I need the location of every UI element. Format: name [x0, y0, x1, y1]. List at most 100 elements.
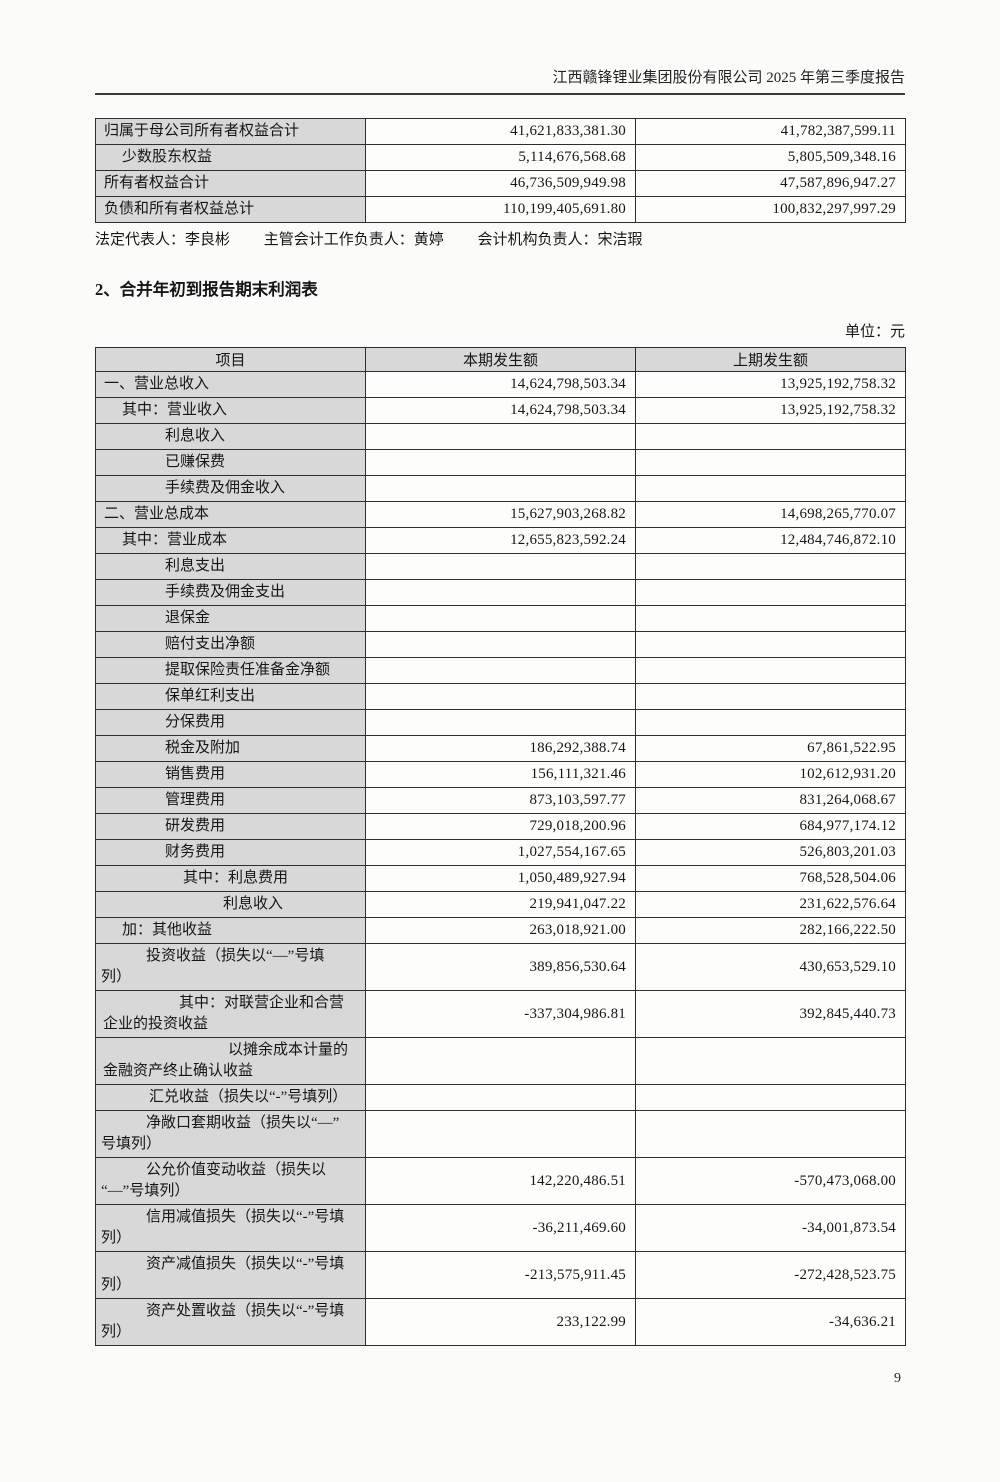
table-row: 投资收益（损失以“—”号填 列） 389,856,530.64 430,653,… — [95, 943, 906, 991]
current-period-value — [365, 631, 636, 658]
prior-period-value — [635, 1037, 906, 1085]
row-label: 已赚保费 — [95, 449, 366, 476]
prior-period-value: 282,166,222.50 — [635, 917, 906, 944]
current-period-value: 729,018,200.96 — [365, 813, 636, 840]
row-label: 少数股东权益 — [95, 144, 366, 171]
row-label: 信用减值损失（损失以“-”号填 列） — [95, 1204, 366, 1252]
table-row: 手续费及佣金支出 — [95, 579, 906, 606]
header-row: 项目 本期发生额 上期发生额 — [95, 347, 906, 372]
prior-period-value — [635, 657, 906, 684]
current-period-value: 233,122.99 — [365, 1298, 636, 1346]
row-label: 汇兑收益（损失以“-”号填列） — [95, 1084, 366, 1111]
prior-period-value — [635, 1110, 906, 1158]
current-period-value: 156,111,321.46 — [365, 761, 636, 788]
current-period-value — [365, 579, 636, 606]
table-row: 一、营业总收入 14,624,798,503.34 13,925,192,758… — [95, 371, 906, 398]
table-row: 提取保险责任准备金净额 — [95, 657, 906, 684]
prior-period-value — [635, 553, 906, 580]
prior-period-value: -570,473,068.00 — [635, 1157, 906, 1205]
column-header-item: 项目 — [95, 347, 366, 372]
prior-period-value: 12,484,746,872.10 — [635, 527, 906, 554]
current-period-value — [365, 1110, 636, 1158]
current-period-value: -213,575,911.45 — [365, 1251, 636, 1299]
balance-sheet-tail-table: 归属于母公司所有者权益合计 41,621,833,381.30 41,782,3… — [95, 118, 906, 223]
current-period-value — [365, 1037, 636, 1085]
current-period-value: 14,624,798,503.34 — [365, 397, 636, 424]
accounting-agency-head: 会计机构负责人：宋洁瑕 — [477, 232, 643, 248]
income-statement-body: 一、营业总收入 14,624,798,503.34 13,925,192,758… — [95, 371, 906, 1346]
row-label: 以摊余成本计量的 金融资产终止确认收益 — [95, 1037, 366, 1085]
prior-period-value: 430,653,529.10 — [635, 943, 906, 991]
table-row: 已赚保费 — [95, 449, 906, 476]
signatories-line: 法定代表人：李良彬 主管会计工作负责人：黄婷 会计机构负责人：宋洁瑕 — [95, 230, 905, 250]
table-row: 研发费用 729,018,200.96 684,977,174.12 — [95, 813, 906, 840]
current-period-value: 5,114,676,568.68 — [365, 144, 636, 171]
row-label: 提取保险责任准备金净额 — [95, 657, 366, 684]
prior-period-value: 67,861,522.95 — [635, 735, 906, 762]
current-period-value: 41,621,833,381.30 — [365, 118, 636, 145]
table-row: 财务费用 1,027,554,167.65 526,803,201.03 — [95, 839, 906, 866]
current-period-value — [365, 553, 636, 580]
row-label: 财务费用 — [95, 839, 366, 866]
prior-period-value: 14,698,265,770.07 — [635, 501, 906, 528]
row-label: 研发费用 — [95, 813, 366, 840]
prior-period-value: 5,805,509,348.16 — [635, 144, 906, 171]
report-page: 江西赣锋锂业集团股份有限公司 2025 年第三季度报告 归属于母公司所有者权益合… — [0, 68, 1000, 1482]
table-row: 负债和所有者权益总计 110,199,405,691.80 100,832,29… — [95, 196, 906, 223]
prior-period-value: -34,636.21 — [635, 1298, 906, 1346]
current-period-value: 142,220,486.51 — [365, 1157, 636, 1205]
current-period-value: 186,292,388.74 — [365, 735, 636, 762]
current-period-value: 12,655,823,592.24 — [365, 527, 636, 554]
current-period-value: 219,941,047.22 — [365, 891, 636, 918]
row-label: 其中：对联营企业和合营 企业的投资收益 — [95, 990, 366, 1038]
table-row: 归属于母公司所有者权益合计 41,621,833,381.30 41,782,3… — [95, 118, 906, 145]
row-label: 利息收入 — [95, 891, 366, 918]
prior-period-value — [635, 709, 906, 736]
table-row: 手续费及佣金收入 — [95, 475, 906, 502]
row-label: 利息收入 — [95, 423, 366, 450]
current-period-value — [365, 475, 636, 502]
table-row: 加：其他收益 263,018,921.00 282,166,222.50 — [95, 917, 906, 944]
prior-period-value: -272,428,523.75 — [635, 1251, 906, 1299]
prior-period-value — [635, 579, 906, 606]
current-period-value: -337,304,986.81 — [365, 990, 636, 1038]
table-row: 公允价值变动收益（损失以 “—”号填列） 142,220,486.51 -570… — [95, 1157, 906, 1205]
prior-period-value — [635, 631, 906, 658]
table-row: 其中：利息费用 1,050,489,927.94 768,528,504.06 — [95, 865, 906, 892]
section-title: 2、合并年初到报告期末利润表 — [95, 280, 318, 299]
table-row: 税金及附加 186,292,388.74 67,861,522.95 — [95, 735, 906, 762]
table-row: 利息收入 — [95, 423, 906, 450]
current-period-value: 1,027,554,167.65 — [365, 839, 636, 866]
balance-sheet-tail-body: 归属于母公司所有者权益合计 41,621,833,381.30 41,782,3… — [95, 118, 906, 223]
table-row: 净敞口套期收益（损失以“—” 号填列） — [95, 1110, 906, 1158]
prior-period-value — [635, 475, 906, 502]
prior-period-value — [635, 1084, 906, 1111]
table-row: 分保费用 — [95, 709, 906, 736]
current-period-value: 1,050,489,927.94 — [365, 865, 636, 892]
current-period-value: 15,627,903,268.82 — [365, 501, 636, 528]
income-statement-header: 项目 本期发生额 上期发生额 — [95, 347, 906, 372]
row-label: 分保费用 — [95, 709, 366, 736]
row-label: 税金及附加 — [95, 735, 366, 762]
current-period-value — [365, 423, 636, 450]
table-row: 利息支出 — [95, 553, 906, 580]
current-period-value: 14,624,798,503.34 — [365, 371, 636, 398]
prior-period-value — [635, 605, 906, 632]
table-row: 赔付支出净额 — [95, 631, 906, 658]
column-header-current-period: 本期发生额 — [365, 347, 636, 372]
table-row: 其中：营业成本 12,655,823,592.24 12,484,746,872… — [95, 527, 906, 554]
row-label: 所有者权益合计 — [95, 170, 366, 197]
row-label: 赔付支出净额 — [95, 631, 366, 658]
prior-period-value: 13,925,192,758.32 — [635, 371, 906, 398]
prior-period-value: 100,832,297,997.29 — [635, 196, 906, 223]
prior-period-value: 47,587,896,947.27 — [635, 170, 906, 197]
prior-period-value: 231,622,576.64 — [635, 891, 906, 918]
row-label: 其中：营业成本 — [95, 527, 366, 554]
table-row: 所有者权益合计 46,736,509,949.98 47,587,896,947… — [95, 170, 906, 197]
prior-period-value: -34,001,873.54 — [635, 1204, 906, 1252]
table-row: 资产减值损失（损失以“-”号填 列） -213,575,911.45 -272,… — [95, 1251, 906, 1299]
row-label: 其中：利息费用 — [95, 865, 366, 892]
accounting-supervisor: 主管会计工作负责人：黄婷 — [263, 232, 444, 248]
prior-period-value — [635, 423, 906, 450]
row-label: 保单红利支出 — [95, 683, 366, 710]
